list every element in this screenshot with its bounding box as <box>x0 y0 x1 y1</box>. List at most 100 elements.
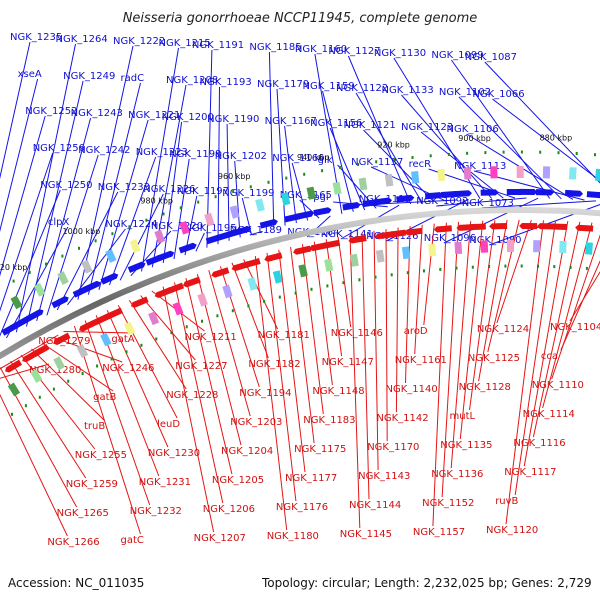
scale-tick <box>45 262 47 266</box>
reverse-gene-label: NGK_1205 <box>212 475 264 486</box>
forward-gene-label: NGK_1191 <box>192 40 244 51</box>
reverse-gene-arrow <box>79 319 97 332</box>
scale-tick <box>585 266 588 270</box>
scale-tick <box>484 151 487 155</box>
scale-tick <box>406 271 409 275</box>
forward-gene-arrow <box>259 219 278 229</box>
reverse-gene-arrow <box>348 235 367 244</box>
reverse-gene-arrow <box>321 239 341 249</box>
reverse-gene-label: NGK_1266 <box>47 537 99 548</box>
gene-category-block <box>129 239 141 253</box>
forward-gene-label: NGK_1243 <box>71 108 123 119</box>
gene-category-block <box>384 173 394 187</box>
scale-tick <box>429 154 432 158</box>
scale-tick <box>214 195 217 199</box>
gene-category-block <box>490 166 498 179</box>
scale-tick <box>439 267 442 271</box>
scale-tick-label: 1020 kbp <box>0 263 27 272</box>
gene-category-block <box>124 321 136 336</box>
gene-label-line <box>347 55 412 205</box>
gene-category-block <box>76 344 89 358</box>
reverse-gene-label: truB <box>84 421 105 432</box>
gene-label-line <box>560 260 600 351</box>
forward-gene-label: NGK_1102 <box>439 87 491 98</box>
forward-gene-label: NGK_1159 <box>303 81 355 92</box>
scale-tick-marks <box>11 150 596 416</box>
forward-gene-arrow <box>1 323 19 336</box>
scale-tick <box>303 172 306 176</box>
reverse-gene-arrow <box>309 242 328 252</box>
gene-label-line <box>333 201 388 208</box>
forward-gene-label: NGK_1121 <box>344 120 396 131</box>
scale-tick <box>125 350 128 354</box>
gene-label-line <box>231 262 269 359</box>
forward-gene-label: NGK_1226 <box>143 184 195 195</box>
forward-gene-label: NGK_1256 <box>33 143 85 154</box>
scale-tick <box>342 281 345 285</box>
scale-tick-label: 1000 kbp <box>63 227 101 236</box>
gene-category-block <box>454 241 463 255</box>
forward-gene-label: NGK_1235 <box>10 32 62 43</box>
gene-category-block <box>306 186 316 200</box>
gene-label-line <box>15 43 76 333</box>
gene-category-block <box>585 242 593 255</box>
reverse-gene-arrow <box>293 245 312 255</box>
gene-label-line <box>349 234 361 529</box>
gene-label-line <box>0 41 31 180</box>
reverse-gene-label: NGK_1124 <box>477 324 529 335</box>
scale-tick-label: 980 kbp <box>140 197 173 206</box>
gene-label-line <box>436 197 527 207</box>
forward-gene-arrow <box>480 189 499 196</box>
forward-gene-label: NGK_1166 <box>272 153 324 164</box>
gene-label-line <box>496 219 532 324</box>
scale-tick-label: 880 kbp <box>540 134 573 143</box>
forward-gene-label: NGK_1096 <box>424 233 476 244</box>
scale-tick <box>155 337 158 341</box>
gene-category-block <box>105 249 117 263</box>
genome-summary: Topology: circular; Length: 2,232,025 bp… <box>261 576 592 590</box>
gene-label-line <box>290 246 315 444</box>
forward-gene-arrow <box>83 280 101 293</box>
scale-tick <box>294 291 297 295</box>
gene-label-line <box>162 286 215 533</box>
gene-label-line <box>291 162 309 221</box>
reverse-gene-label: NGK_1152 <box>422 498 474 509</box>
reverse-gene-label: NGK_1183 <box>303 415 355 426</box>
gene-category-block <box>33 282 46 297</box>
gene-label-line <box>542 222 593 409</box>
reverse-gene-label: NGK_1128 <box>459 382 511 393</box>
scale-tick <box>52 387 55 391</box>
forward-gene-label: glk <box>318 155 333 166</box>
gene-category-block <box>298 264 308 278</box>
reverse-gene-arrow <box>53 332 71 345</box>
gene-category-block <box>272 270 283 284</box>
scale-tick <box>557 151 560 155</box>
scale-tick <box>61 254 64 258</box>
scale-tick <box>553 265 556 269</box>
reverse-gene-label: NGK_1232 <box>130 506 182 517</box>
scale-tick <box>247 304 250 308</box>
scale-tick <box>111 232 114 236</box>
reverse-gene-label: cca <box>541 351 558 362</box>
reverse-gene-label: NGK_1181 <box>258 330 310 341</box>
reverse-gene-label: NGK_1180 <box>267 531 319 542</box>
figure-title: Neisseria gonorrhoeae NCCP11945, complet… <box>123 11 478 26</box>
forward-gene-label: NGK_1195 <box>184 223 236 234</box>
gene-category-block <box>437 168 446 182</box>
reverse-gene-label: NGK_1104 <box>550 322 600 333</box>
reverse-gene-label: NGK_1259 <box>66 479 118 490</box>
reverse-gene-label: NGK_1280 <box>29 365 81 376</box>
gene-label-line <box>254 255 288 531</box>
scale-tick <box>110 357 113 361</box>
gene-label-line <box>98 119 149 290</box>
reverse-gene-arrow <box>575 224 594 232</box>
scale-tick <box>128 225 131 229</box>
gene-category-block <box>229 205 240 219</box>
gene-label-line <box>492 98 600 182</box>
gene-label-line <box>0 363 50 379</box>
gene-category-block <box>516 166 524 178</box>
reverse-gene-label: NGK_1228 <box>166 390 218 401</box>
scale-tick <box>67 379 70 383</box>
gene-label-line <box>469 220 496 411</box>
scale-tick <box>28 270 31 274</box>
